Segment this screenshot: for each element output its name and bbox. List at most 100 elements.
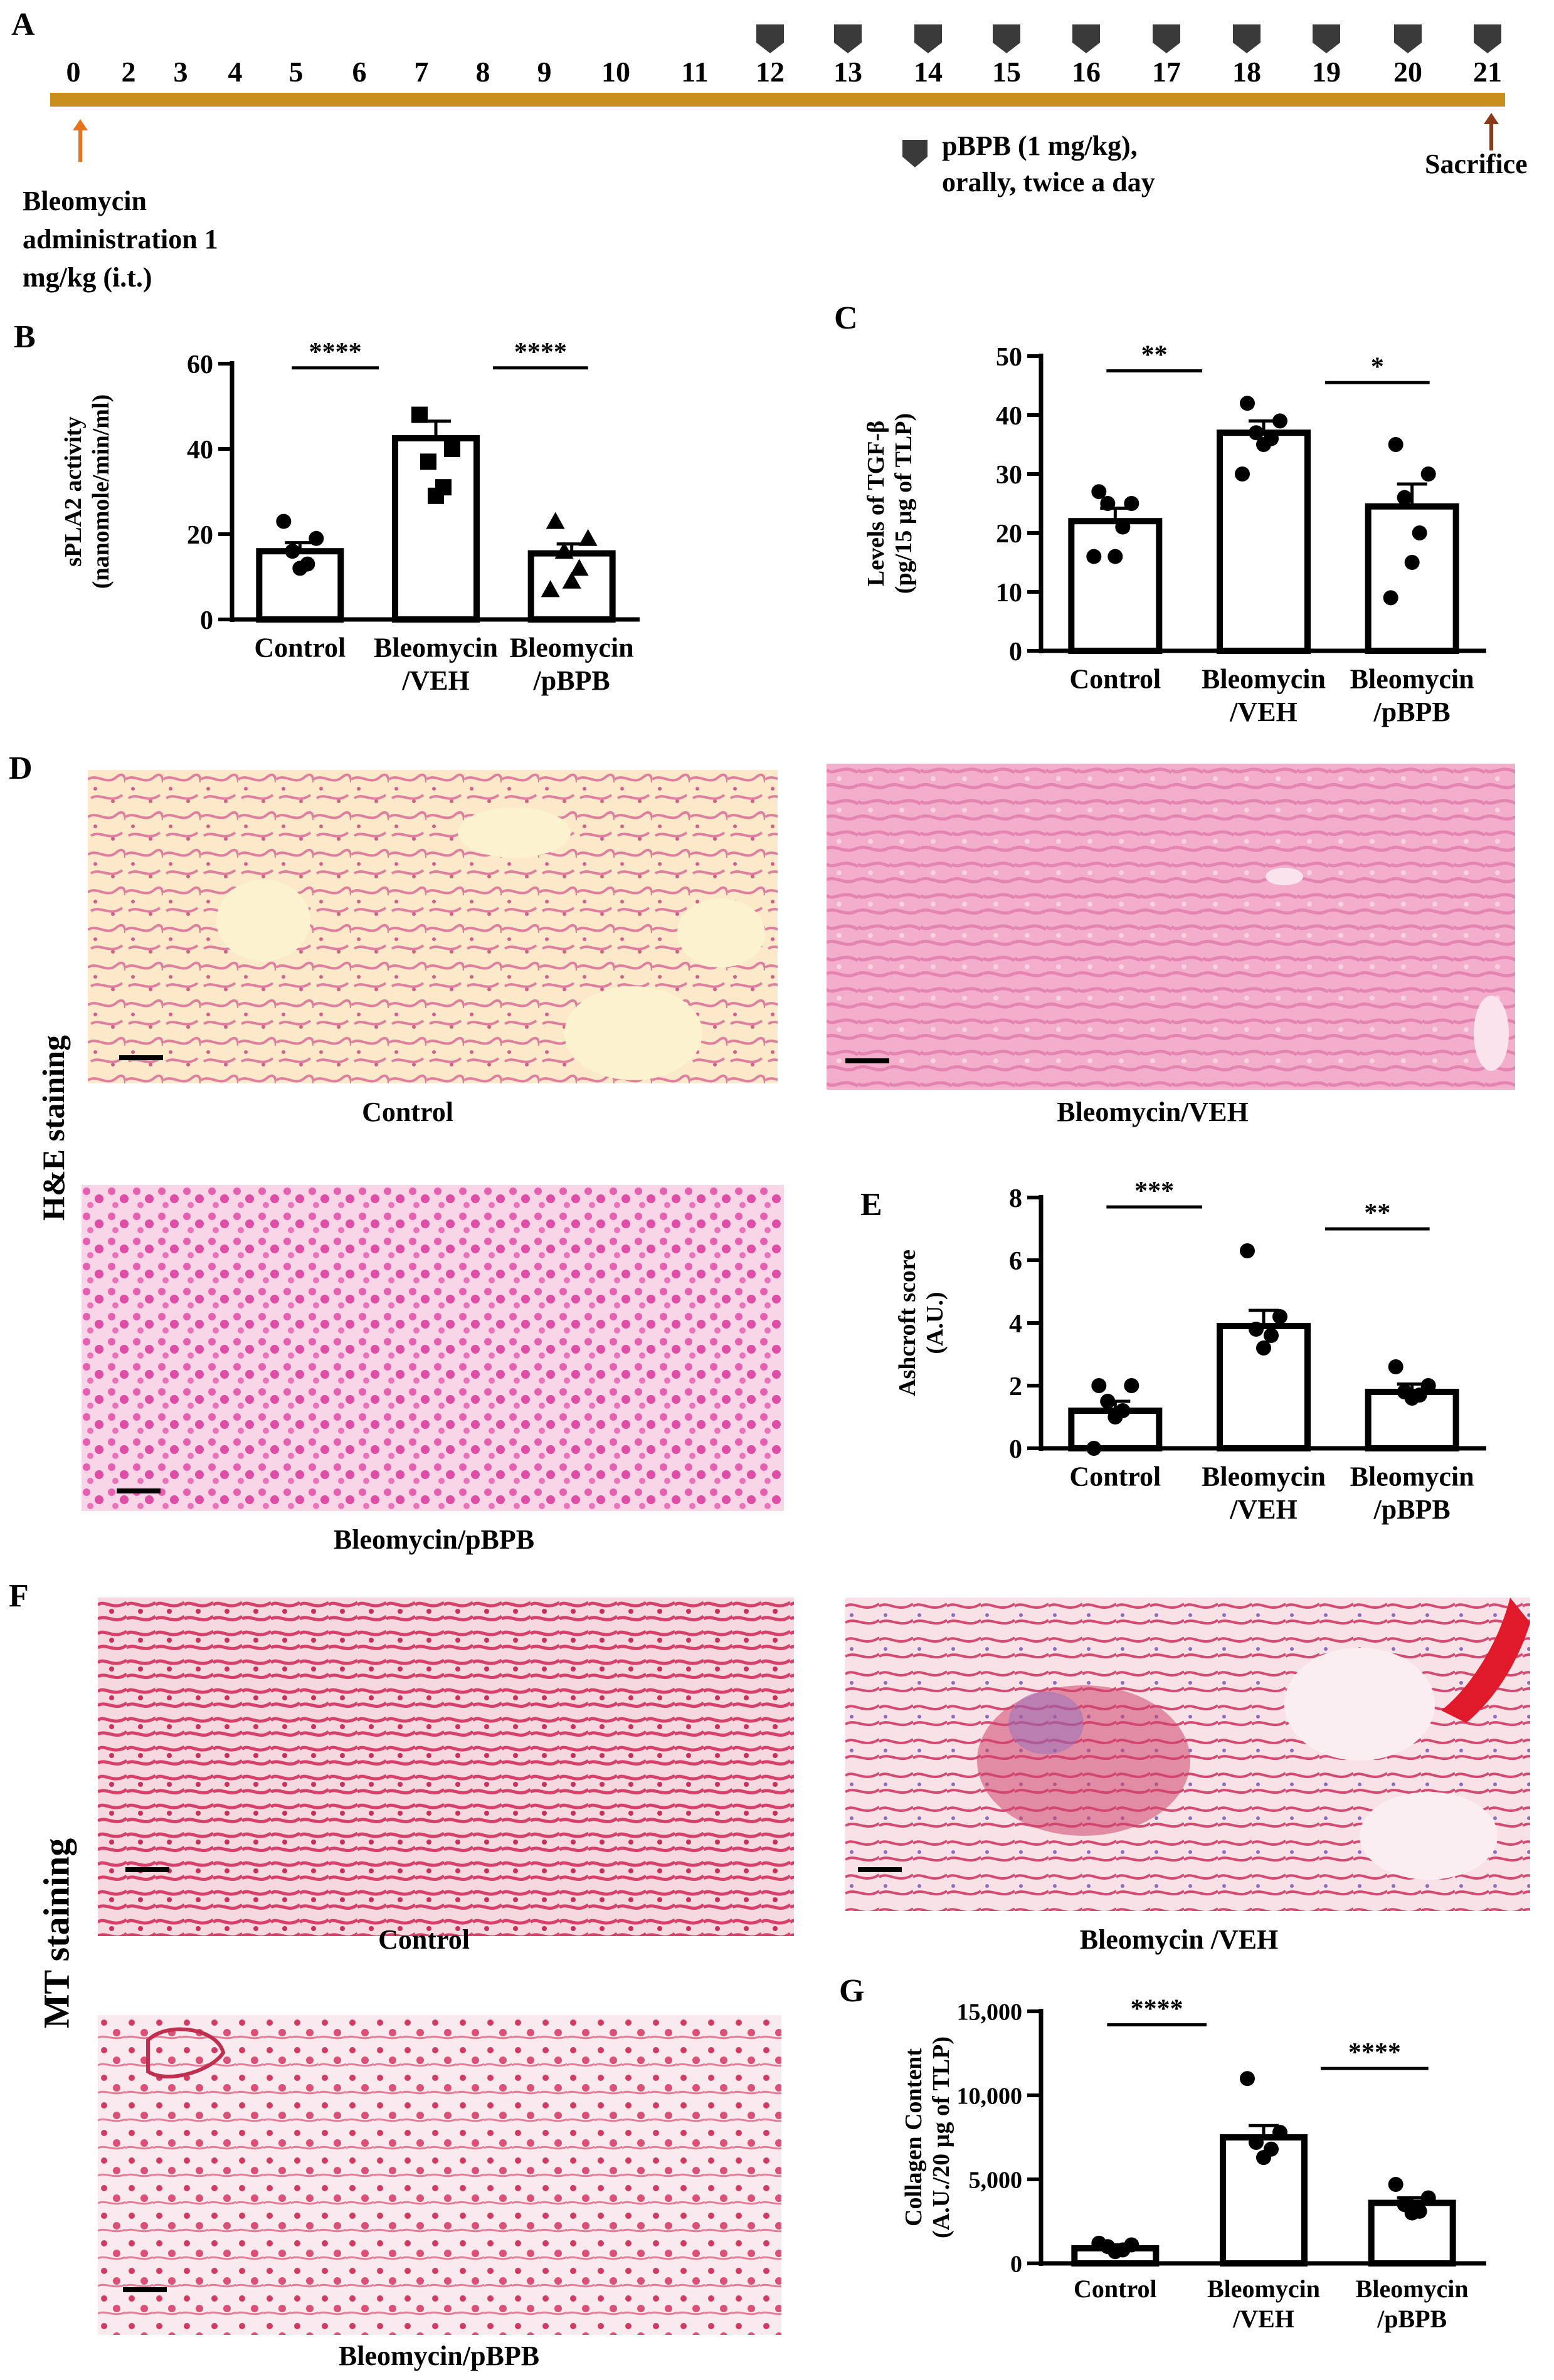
- y-tick-label: 0: [1010, 2251, 1022, 2278]
- bleomycin-line-3: mg/kg (i.t.): [23, 262, 152, 293]
- chart-c-tgf-beta: Levels of TGF-β(pg/15 µg of TLP) 0 10 20 30 4…: [863, 341, 1486, 727]
- bleomycin-administration-text: Bleomycin administration 1 mg/kg (i.t.): [23, 182, 218, 297]
- timeline-day-10: 10: [601, 56, 630, 88]
- treatment-marker-icon: [1474, 24, 1501, 53]
- timeline-day-0: 0: [66, 56, 81, 88]
- y-tick-label: 0: [1009, 638, 1022, 666]
- data-point: [1100, 1394, 1116, 1409]
- data-point: [1397, 490, 1412, 505]
- sacrifice-arrow-icon: [1484, 113, 1499, 150]
- data-point: [428, 487, 444, 504]
- category-label-line: Bleomycin: [1350, 663, 1474, 694]
- treatment-marker-icon: [834, 24, 862, 53]
- significance-label: ****: [1131, 1994, 1183, 2023]
- timeline-day-11: 11: [681, 56, 709, 88]
- data-point: [1256, 437, 1271, 452]
- panel-label-e: E: [860, 1187, 882, 1223]
- timeline-day-21: 21: [1473, 56, 1502, 88]
- data-point: [1388, 1359, 1403, 1374]
- treatment-marker-icon: [756, 24, 784, 53]
- timeline-day-3: 3: [173, 56, 188, 88]
- timeline-day-12: 12: [756, 56, 785, 88]
- timeline-day-4: 4: [228, 56, 243, 88]
- pbpb-treatment-text: pBPB (1 mg/kg), orally, twice a day: [942, 128, 1155, 201]
- data-point: [541, 580, 560, 598]
- treatment-marker-icon: [914, 24, 942, 53]
- category-label-line: Bleomycin: [510, 632, 634, 663]
- significance-label: ****: [514, 338, 567, 367]
- timeline-day-16: 16: [1072, 56, 1101, 88]
- timeline-day-20: 20: [1393, 56, 1422, 88]
- y-tick-label: 5,000: [969, 2167, 1023, 2194]
- category-label-line: Bleomycin: [1356, 2275, 1469, 2303]
- treatment-marker-icon: [1394, 24, 1422, 53]
- y-tick-label: 6: [1009, 1247, 1022, 1276]
- panel-label-d: D: [9, 750, 33, 786]
- y-axis-label: Collagen Content(A.U./20 µg of TLP): [901, 2036, 954, 2238]
- y-tick-label: 40: [996, 402, 1022, 431]
- data-point: [1086, 1441, 1102, 1456]
- panel-label-g: G: [839, 1973, 865, 2009]
- timeline-axis: [50, 93, 1505, 107]
- category-label: Bleomycin/pBPB: [1350, 663, 1474, 727]
- timeline-day-6: 6: [352, 56, 367, 88]
- he-staining-label: H&E staining: [36, 1035, 71, 1221]
- he-control-micrograph: [88, 770, 778, 1083]
- bar: [1068, 518, 1163, 655]
- chart-e-ashcroft-score: Ashcroft score(A.U.) 0 2 4 6 8 Control Bleomyci…: [894, 1179, 1486, 1525]
- y-axis-label-line: Ashcroft score: [894, 1250, 921, 1396]
- mt-control-micrograph: [98, 1598, 794, 1936]
- treatment-marker-icon: [1153, 24, 1180, 53]
- significance-label: ****: [1348, 2038, 1401, 2067]
- mt-pbpb-caption: Bleomycin/pBPB: [338, 2341, 540, 2371]
- mt-pbpb-micrograph: [98, 2015, 781, 2335]
- mt-staining-label: MT staining: [36, 1838, 77, 2029]
- category-label: Bleomycin/VEH: [1207, 2275, 1320, 2333]
- data-point: [1404, 2205, 1420, 2221]
- category-label: Bleomycin/pBPB: [510, 632, 634, 696]
- y-axis-label-line: (A.U./20 µg of TLP): [928, 2036, 954, 2238]
- data-point: [1404, 555, 1420, 570]
- category-label-line: /pBPB: [1373, 1494, 1451, 1525]
- bleomycin-line-1: Bleomycin: [23, 186, 147, 216]
- data-point: [1272, 1309, 1287, 1324]
- y-tick-label: 60: [187, 350, 213, 379]
- he-control-caption: Control: [362, 1097, 453, 1127]
- data-point: [1124, 1378, 1139, 1393]
- data-point: [1107, 2244, 1123, 2260]
- data-point: [562, 571, 581, 589]
- data-point: [1249, 2135, 1264, 2151]
- data-point: [1256, 1340, 1271, 1356]
- category-label: Bleomycin/VEH: [1202, 663, 1326, 727]
- pbpb-marker-legend-icon: [902, 140, 928, 167]
- data-point: [1107, 549, 1123, 564]
- panel-label-f: F: [9, 1578, 29, 1614]
- timeline-day-7: 7: [414, 56, 429, 88]
- he-veh-micrograph: [827, 764, 1515, 1090]
- category-label-line: Control: [1069, 663, 1161, 694]
- pbpb-line-2: orally, twice a day: [942, 167, 1155, 197]
- sacrifice-text: Sacrifice: [1425, 149, 1528, 179]
- category-label: Bleomycin/VEH: [1202, 1461, 1326, 1525]
- data-point: [1115, 519, 1131, 535]
- category-label-line: Bleomycin: [1202, 663, 1326, 694]
- mt-control-caption: Control: [378, 1924, 470, 1955]
- data-point: [1240, 1243, 1255, 1258]
- category-label-line: /VEH: [1232, 2305, 1294, 2333]
- data-point: [1240, 396, 1255, 411]
- data-point: [546, 512, 565, 529]
- scale-bar: [858, 1867, 902, 1872]
- data-point: [578, 529, 598, 546]
- data-point: [1249, 1322, 1264, 1337]
- data-point: [1100, 496, 1116, 511]
- data-point: [1091, 484, 1107, 500]
- bar: [1365, 503, 1459, 655]
- y-axis-label: sPLA2 activity(nanomole/min/ml): [60, 394, 114, 589]
- timeline-day-15: 15: [992, 56, 1021, 88]
- y-axis-label-line: Collagen Content: [901, 2048, 927, 2226]
- y-tick-label: 20: [187, 521, 213, 550]
- panel-label-a: A: [11, 7, 35, 43]
- data-point: [1272, 2124, 1287, 2140]
- category-label: Control: [254, 632, 346, 663]
- y-axis-label-line: (nanomole/min/ml): [88, 394, 114, 589]
